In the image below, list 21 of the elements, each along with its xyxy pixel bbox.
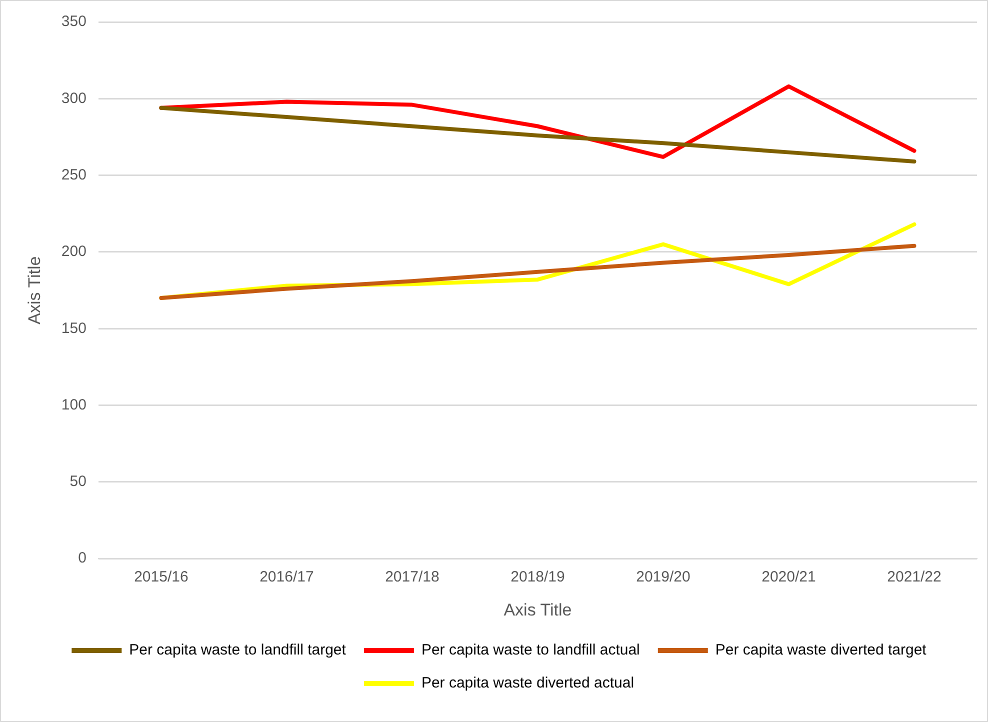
y-tick-label: 200 <box>61 243 86 260</box>
x-axis-title: Axis Title <box>504 600 572 620</box>
y-tick-label: 350 <box>61 13 86 30</box>
x-tick-label: 2021/22 <box>887 568 942 586</box>
x-tick-label: 2017/18 <box>385 568 440 586</box>
y-axis-title: Axis Title <box>24 256 44 324</box>
x-tick-label: 2020/21 <box>762 568 816 586</box>
y-tick-label: 150 <box>61 320 86 337</box>
y-tick-label: 100 <box>61 396 86 414</box>
y-tick-label: 0 <box>78 550 86 567</box>
x-tick-label: 2016/17 <box>260 568 314 586</box>
legend-label: Per capita waste to landfill actual <box>421 642 640 659</box>
legend-label: Per capita waste to landfill target <box>129 642 347 659</box>
legend-label: Per capita waste diverted actual <box>421 674 634 692</box>
x-tick-label: 2015/16 <box>134 568 188 586</box>
x-tick-label: 2018/19 <box>510 568 565 586</box>
legend-label: Per capita waste diverted target <box>715 642 928 659</box>
x-tick-label: 2019/20 <box>636 568 690 586</box>
y-tick-label: 250 <box>61 166 86 184</box>
y-tick-label: 300 <box>61 90 86 107</box>
y-tick-label: 50 <box>70 473 86 490</box>
